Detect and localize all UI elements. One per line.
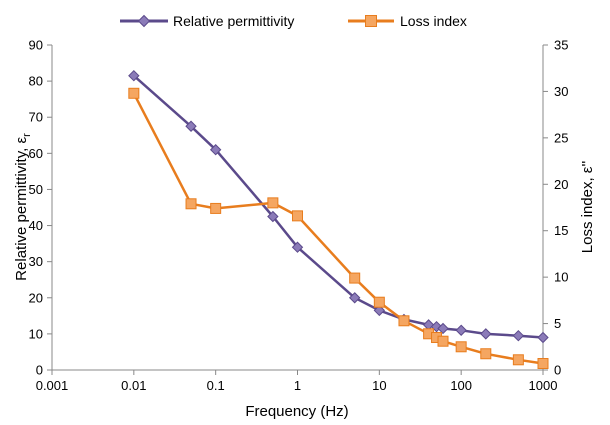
data-point [267, 197, 279, 209]
data-point [291, 241, 304, 253]
data-point [537, 358, 549, 369]
data-point [348, 292, 361, 304]
data-point [512, 329, 525, 342]
data-point [292, 210, 303, 222]
y-tick-label: 50 [29, 182, 43, 197]
y-tick-label: 60 [29, 146, 43, 161]
x-tick-label: 0.01 [121, 378, 146, 393]
legend-label-loss-index: Loss index [400, 13, 467, 29]
x-axis-title: Frequency (Hz) [245, 403, 348, 420]
x-tick-label: 10 [372, 378, 386, 393]
data-point [185, 198, 197, 210]
data-point [537, 331, 549, 344]
data-point [512, 354, 524, 366]
data-point [437, 335, 449, 347]
data-point [480, 328, 492, 340]
y2-tick-label: 30 [554, 84, 568, 99]
y2-tick-label: 15 [554, 223, 568, 238]
y2-tick-label: 0 [554, 363, 561, 378]
y-tick-label: 70 [29, 110, 43, 125]
data-point [455, 324, 467, 336]
y-tick-label: 20 [29, 290, 43, 305]
x-tick-label: 1 [294, 378, 301, 393]
legend-item-relative-permittivity: Relative permittivity [120, 13, 294, 29]
legend-label-relative-permittivity: Relative permittivity [173, 13, 294, 29]
data-point [455, 341, 467, 353]
x-tick-label: 100 [450, 378, 472, 393]
data-point [373, 304, 386, 317]
y-axis-left-title-main: Relative permittivity, ε [13, 137, 30, 281]
x-tick-label: 0.1 [207, 378, 225, 393]
data-point [373, 296, 385, 308]
data-point [209, 144, 222, 156]
y2-tick-label: 10 [554, 270, 568, 285]
y2-tick-label: 20 [554, 177, 568, 192]
data-point [398, 315, 410, 327]
y-axis-right-title: Loss index, ε'' [579, 161, 596, 254]
data-point [128, 87, 140, 99]
x-tick-label: 0.001 [36, 378, 69, 393]
y2-tick-label: 5 [554, 316, 561, 331]
data-point [480, 348, 492, 360]
y-tick-label: 30 [29, 254, 43, 269]
series-line-loss-index [132, 92, 544, 365]
y-axis-left-title: Relative permittivity, εr [13, 133, 33, 281]
y-tick-label: 10 [29, 326, 43, 341]
data-point [128, 69, 140, 82]
legend-item-loss-index: Loss index [348, 13, 467, 29]
y-tick-label: 0 [36, 363, 43, 378]
y-tick-label: 40 [29, 218, 43, 233]
data-point [349, 272, 361, 284]
series-layer [128, 69, 549, 369]
y2-tick-label: 35 [554, 38, 568, 53]
x-tick-label: 1000 [529, 378, 558, 393]
y-tick-label: 80 [29, 74, 43, 89]
data-point [185, 120, 197, 132]
data-point [437, 322, 449, 335]
legend: Relative permittivity Loss index [120, 13, 467, 29]
y-ticks: 0 10 20 30 40 50 60 70 80 90 [29, 38, 52, 378]
data-point [267, 210, 279, 223]
y2-tick-label: 25 [554, 130, 568, 145]
legend-marker-relative-permittivity [137, 14, 151, 28]
y-axis-left-title-sub: r [21, 133, 33, 137]
y-tick-label: 90 [29, 38, 43, 53]
series-loss-index [128, 87, 549, 369]
data-point [210, 202, 222, 214]
legend-marker-loss-index [365, 15, 377, 27]
x-ticks: 0.001 0.01 0.1 1 10 100 1000 [36, 370, 558, 393]
y2-ticks: 0 5 10 15 20 25 30 35 [543, 38, 568, 378]
axes [51, 45, 544, 371]
